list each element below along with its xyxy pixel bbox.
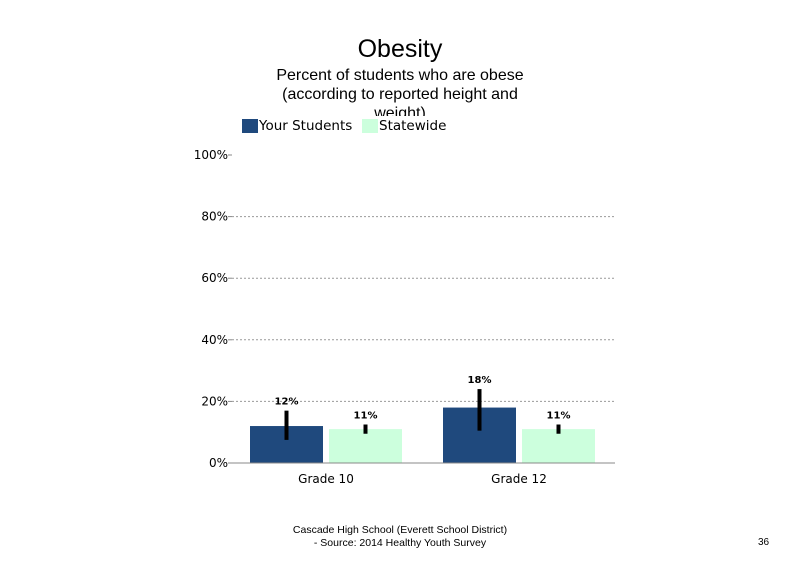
data-label: 12% — [275, 397, 299, 408]
y-tick-label: 100% — [194, 148, 228, 162]
chart-title: Obesity — [357, 35, 443, 63]
y-tick-label: 80% — [201, 210, 228, 224]
bar — [522, 429, 595, 463]
legend-swatch-statewide — [362, 119, 378, 133]
y-tick-label: 20% — [201, 394, 228, 408]
chart-subtitle: Percent of students who are obese (accor… — [276, 67, 524, 116]
footer: Cascade High School (Everett School Dist… — [250, 524, 550, 550]
data-label: 11% — [547, 411, 571, 422]
footer-source: - Source: 2014 Healthy Youth Survey — [313, 537, 487, 549]
y-tick-label: 40% — [201, 333, 228, 347]
footer-school: Cascade High School (Everett School Dist… — [292, 524, 508, 536]
y-tick-label: 0% — [209, 456, 228, 470]
page-number: 36 — [758, 537, 770, 548]
data-label: 11% — [354, 411, 378, 422]
y-tick-label: 60% — [201, 271, 228, 285]
legend-swatch-your-students — [242, 119, 258, 133]
data-label: 18% — [468, 375, 492, 386]
x-tick-label: Grade 10 — [298, 472, 354, 486]
legend-label-your-students: Your Students — [259, 118, 353, 134]
x-tick-label: Grade 12 — [491, 472, 547, 486]
bar — [329, 429, 402, 463]
legend-label-statewide: Statewide — [379, 118, 447, 134]
